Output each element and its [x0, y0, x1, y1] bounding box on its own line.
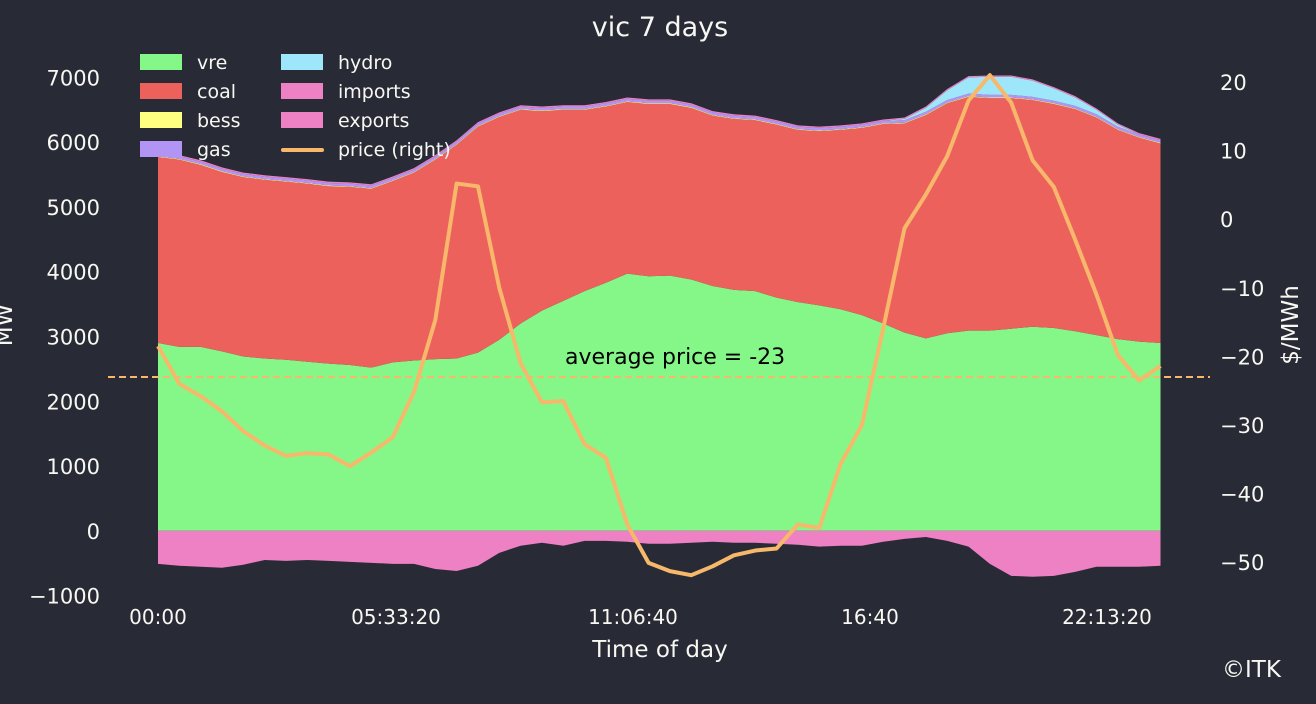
y-right-tick-label: 10 [1220, 140, 1247, 164]
legend: vre coal bess gas hydro imports exports price (… [140, 52, 451, 161]
legend-item-price-right: price (right) [281, 139, 451, 161]
area-vre [158, 273, 1161, 531]
legend-swatch [140, 112, 182, 128]
area-imports [158, 75, 1161, 186]
x-tick-label: 22:13:20 [1062, 605, 1152, 629]
y-tick-label: 1000 [47, 455, 100, 479]
legend-swatch [140, 54, 182, 70]
area-bess [158, 96, 1161, 189]
legend-label: imports [338, 81, 411, 103]
y-axis-label: MW [0, 304, 18, 347]
y-right-tick-label: −30 [1220, 414, 1264, 438]
area-gas [158, 93, 1161, 189]
legend-item-coal: coal [140, 81, 236, 103]
y-tick-label: 0 [87, 520, 100, 544]
credit-text: ©ITK [1222, 657, 1282, 683]
y-right-tick-label: −50 [1220, 551, 1264, 575]
legend-item-vre: vre [140, 52, 227, 74]
legend-item-imports: imports [281, 81, 411, 103]
legend-label: bess [197, 110, 241, 132]
y-tick-label: 4000 [47, 261, 100, 285]
y-right-tick-label: −10 [1220, 277, 1264, 301]
x-axis-label: Time of day [591, 637, 727, 663]
legend-item-hydro: hydro [281, 52, 392, 74]
x-tick-label: 11:06:40 [588, 605, 678, 629]
y-tick-label: 6000 [47, 131, 100, 155]
x-tick-label: 00:00 [129, 605, 187, 629]
legend-swatch [281, 112, 323, 128]
legend-item-bess: bess [140, 110, 241, 132]
legend-label: gas [197, 139, 231, 161]
area-exports [158, 530, 1161, 577]
chart-title: vic 7 days [592, 12, 728, 43]
legend-item-exports: exports [281, 110, 409, 132]
legend-label: exports [338, 110, 409, 132]
stacked-areas [158, 75, 1161, 577]
y-right-tick-label: −20 [1220, 345, 1264, 369]
y-right-tick-label: 20 [1220, 71, 1247, 95]
price-line [156, 73, 1162, 578]
y-right-tick-label: −40 [1220, 483, 1264, 507]
legend-label: vre [197, 52, 227, 74]
axes: 00:00 05:33:20 11:06:40 16:40 22:13:20 −1000 0… [29, 66, 1264, 629]
legend-swatch [140, 141, 182, 157]
legend-swatch [140, 83, 182, 99]
legend-swatch [281, 83, 323, 99]
average-price-annotation: average price = -23 [565, 345, 785, 370]
y-right-axis-label: $/MWh [1278, 285, 1304, 365]
y-tick-label: 2000 [47, 390, 100, 414]
y-tick-label: 5000 [47, 196, 100, 220]
price-lines [108, 73, 1210, 578]
legend-label: price (right) [338, 139, 451, 161]
y-tick-label: 7000 [47, 66, 100, 90]
y-tick-label: −1000 [29, 585, 100, 609]
legend-label: coal [197, 81, 236, 103]
y-tick-label: 3000 [47, 325, 100, 349]
legend-swatch [281, 54, 323, 70]
y-right-tick-label: 0 [1220, 208, 1233, 232]
legend-item-gas: gas [140, 139, 231, 161]
x-tick-label: 05:33:20 [351, 605, 441, 629]
x-tick-label: 16:40 [841, 605, 899, 629]
legend-label: hydro [338, 52, 392, 74]
area-coal [158, 96, 1161, 368]
